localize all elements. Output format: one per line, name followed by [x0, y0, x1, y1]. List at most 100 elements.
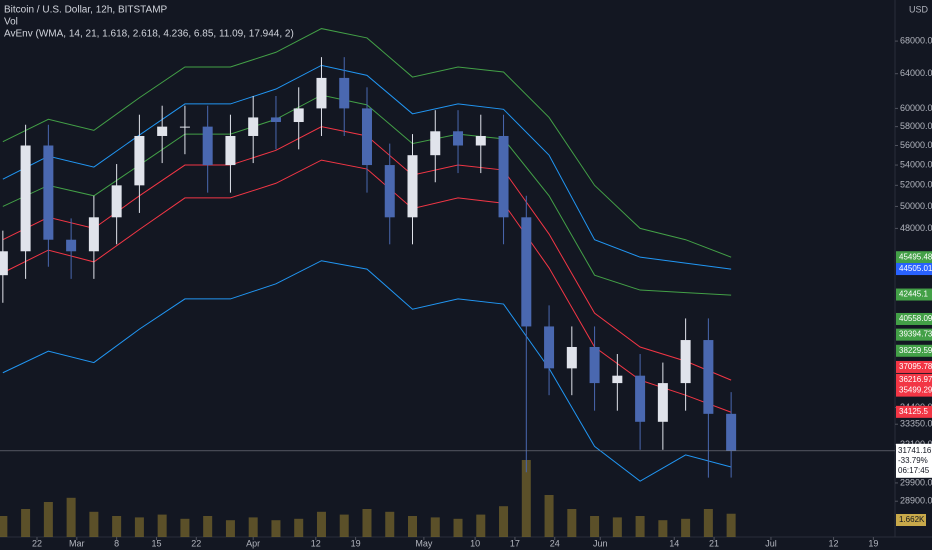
volume-bar [726, 513, 736, 537]
volume-bar [476, 514, 486, 537]
y-tick-label: 33350.00 [900, 419, 932, 429]
price-label: 39394.73 [899, 330, 932, 339]
y-tick-label: 50000.00 [900, 201, 932, 211]
candle-body [202, 126, 213, 166]
candle-body [225, 135, 236, 166]
current-change: -33.79% [898, 456, 928, 465]
x-tick-label: 17 [510, 538, 520, 548]
candle-body [361, 108, 372, 166]
x-tick-label: Apr [246, 538, 260, 548]
price-label: 44505.01 [899, 264, 932, 273]
candle-body [293, 108, 304, 123]
price-label-box [896, 373, 932, 386]
price-label-box [896, 288, 932, 301]
volume-bar [499, 506, 509, 537]
envelope-line [2, 64, 732, 270]
candle-body [20, 145, 31, 252]
countdown: 06:17:45 [898, 466, 930, 475]
x-tick-label: 22 [32, 538, 42, 548]
volume-bar [408, 516, 418, 537]
price-label: 40558.09 [899, 314, 932, 323]
candle-body [66, 239, 77, 252]
volume-bar [703, 509, 713, 537]
price-label: 42445.1 [899, 290, 928, 299]
candle-body [726, 413, 737, 451]
volume-bar [0, 516, 8, 537]
price-label-box [896, 405, 932, 418]
volume-bar [180, 518, 190, 537]
volume-bar [66, 497, 76, 537]
x-tick-label: Jun [593, 538, 608, 548]
y-tick-label: 68000.00 [900, 35, 932, 45]
y-tick-label: 54000.00 [900, 159, 932, 169]
x-tick-label: Mar [69, 538, 85, 548]
candle-body [384, 165, 395, 218]
y-tick-label: 48000.00 [900, 223, 932, 233]
volume-bar [590, 516, 600, 537]
candle-body [43, 145, 54, 240]
marks: 68000.00 64000.00 60000.00 58000.00 56000.00… [0, 28, 932, 548]
volume-bar [316, 511, 326, 537]
x-tick-label: 12 [311, 538, 321, 548]
chart-title: Bitcoin / U.S. Dollar, 12h, BITSTAMP [4, 5, 168, 16]
price-label-box [896, 328, 932, 341]
candle-body [430, 131, 441, 156]
envelope-line [2, 28, 732, 258]
candle-body [0, 251, 8, 276]
volume-title: Vol [4, 17, 18, 28]
price-label-box [896, 263, 932, 276]
volume-bar [157, 514, 167, 537]
x-tick-label: Jul [765, 538, 777, 548]
candle-body [544, 326, 555, 369]
x-tick-label: 10 [470, 538, 480, 548]
volume-bar [339, 514, 349, 537]
candle-body [111, 185, 122, 218]
volume-label: 1.662K [899, 515, 925, 524]
candle-body [566, 346, 577, 369]
candle-body [657, 383, 668, 422]
current-price: 31741.16 [898, 446, 932, 455]
x-tick-label: 14 [669, 538, 679, 548]
price-label-box [896, 312, 932, 325]
x-tick-label: 21 [709, 538, 719, 548]
x-tick-label: 15 [151, 538, 161, 548]
volume-bar [567, 509, 577, 537]
currency[interactable]: USD [909, 4, 929, 14]
volume-bar [681, 518, 691, 537]
candle-body [248, 117, 259, 136]
candle-body [134, 135, 145, 186]
candle-body [612, 375, 623, 384]
y-tick-label: 56000.00 [900, 140, 932, 150]
volume-bar [612, 517, 622, 537]
candle-body [498, 135, 509, 218]
candle-body [316, 77, 327, 109]
volume-bar [430, 517, 440, 537]
candle-body [635, 375, 646, 422]
volume-bar [544, 495, 554, 537]
x-tick-label: 19 [868, 538, 878, 548]
volume-bar [521, 460, 531, 537]
volume-label-box [896, 514, 926, 526]
volume-bar [89, 511, 99, 537]
price-label: 34125.5 [899, 407, 928, 416]
candle-body [703, 340, 714, 414]
x-tick-label: 24 [550, 538, 560, 548]
price-label: 45495.48 [899, 252, 932, 261]
y-tick-label: 52000.00 [900, 180, 932, 190]
volume-bar [248, 517, 258, 537]
candle-body [589, 346, 600, 384]
candle-body [453, 131, 464, 146]
candle-body [475, 135, 486, 146]
price-label: 37095.78 [899, 362, 932, 371]
candle-body [270, 117, 281, 123]
volume-bar [453, 518, 463, 537]
current-price-box [896, 443, 932, 478]
volume-bar [294, 518, 304, 537]
candle-body [407, 155, 418, 218]
price-label-box [896, 384, 932, 397]
y-tick-label: 60000.00 [900, 103, 932, 113]
candle-body [521, 217, 532, 327]
x-tick-label: 19 [351, 538, 361, 548]
